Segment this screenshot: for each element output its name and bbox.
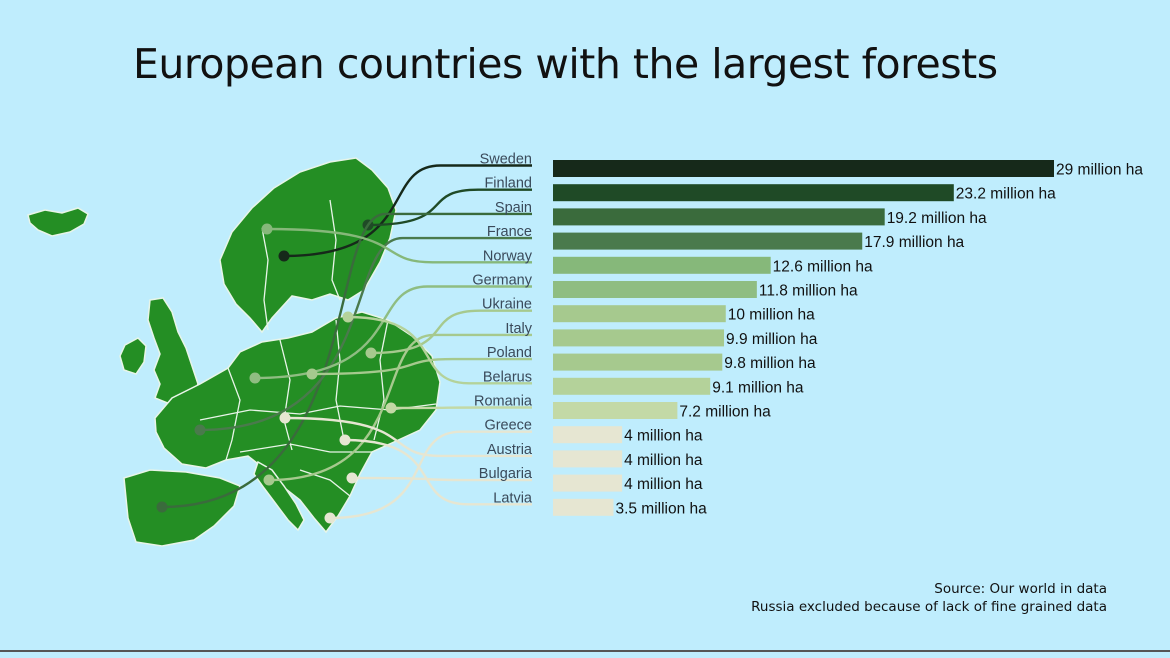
connector-romania <box>390 406 532 410</box>
map-dot-ukraine <box>365 347 377 359</box>
value-label-latvia: 3.5 million ha <box>615 500 707 517</box>
country-label-belarus: Belarus <box>483 369 532 385</box>
bar-greece <box>553 426 623 444</box>
map-border-9 <box>299 469 351 497</box>
connector-greece <box>329 430 532 520</box>
map-dot-latvia <box>339 434 351 446</box>
country-label-ukraine: Ukraine <box>482 297 532 313</box>
connector-norway <box>266 227 532 264</box>
connector-ukraine <box>370 309 532 355</box>
map-border-3 <box>225 367 241 461</box>
value-label-norway: 12.6 million ha <box>773 258 873 275</box>
connector-spain <box>161 212 532 509</box>
map-dot-greece <box>324 512 336 524</box>
connector-finland <box>367 188 532 227</box>
bar-spain <box>553 208 885 226</box>
value-label-sweden: 29 million ha <box>1056 162 1143 179</box>
connector-latvia <box>344 438 532 506</box>
value-label-france: 17.9 million ha <box>864 234 964 251</box>
map-dot-germany <box>249 372 261 384</box>
map-iberia <box>123 469 241 547</box>
connector-italy <box>268 333 532 482</box>
connector-france <box>199 236 532 432</box>
map-scandinavia <box>219 157 397 334</box>
country-label-bulgaria: Bulgaria <box>479 466 533 482</box>
bar-poland <box>553 353 723 371</box>
map-dot-romania <box>385 402 397 414</box>
map-dot-poland <box>306 368 318 380</box>
map-border-2 <box>329 199 341 301</box>
map-dot-norway <box>261 223 273 235</box>
europe-map <box>27 157 441 547</box>
connector-lines <box>156 164 532 524</box>
map-iceland <box>27 207 89 237</box>
bar-finland <box>553 184 954 202</box>
country-label-italy: Italy <box>505 321 532 337</box>
chart-title: European countries with the largest fore… <box>133 40 998 88</box>
value-label-germany: 11.8 million ha <box>759 283 858 300</box>
map-dot-italy <box>263 474 275 486</box>
country-label-norway: Norway <box>483 248 533 264</box>
map-mainland <box>154 311 441 534</box>
map-dot-bulgaria <box>346 472 358 484</box>
country-label-spain: Spain <box>495 200 532 216</box>
value-label-romania: 7.2 million ha <box>679 404 771 421</box>
map-dot-spain <box>156 501 168 513</box>
country-label-austria: Austria <box>487 442 533 458</box>
bar-austria <box>553 450 623 468</box>
bar-belarus <box>553 377 711 395</box>
bar-italy <box>553 329 725 347</box>
value-label-bulgaria: 4 million ha <box>624 476 703 493</box>
bar-france <box>553 232 863 250</box>
bar-group: Sweden 29 million ha Finland 23.2 million h… <box>472 152 1143 518</box>
country-label-poland: Poland <box>487 345 532 361</box>
bar-latvia <box>553 498 614 516</box>
map-border-8 <box>239 443 372 453</box>
bar-romania <box>553 402 678 419</box>
bottom-divider <box>0 650 1170 652</box>
source-note: Source: Our world in data Russia exclude… <box>751 580 1107 616</box>
value-label-poland: 9.8 million ha <box>724 355 816 372</box>
country-label-latvia: Latvia <box>493 490 533 506</box>
country-label-finland: Finland <box>484 176 532 192</box>
map-ireland <box>119 337 147 375</box>
value-label-finland: 23.2 million ha <box>956 186 1056 203</box>
map-dot-sweden <box>278 250 290 262</box>
map-dot-france <box>194 424 206 436</box>
country-label-france: France <box>487 224 532 240</box>
bar-ukraine <box>553 305 726 323</box>
value-label-greece: 4 million ha <box>624 428 703 445</box>
map-dot-belarus <box>342 311 354 323</box>
country-label-romania: Romania <box>474 394 533 410</box>
connector-poland <box>311 357 532 376</box>
value-label-italy: 9.9 million ha <box>726 331 818 348</box>
map-dot-austria <box>279 412 291 424</box>
bar-sweden <box>553 160 1054 177</box>
source-line: Source: Our world in data <box>934 581 1107 597</box>
connector-belarus <box>347 315 532 385</box>
value-label-ukraine: 10 million ha <box>728 307 815 324</box>
exclusion-note: Russia excluded because of lack of fine … <box>751 599 1107 615</box>
country-label-germany: Germany <box>472 273 532 289</box>
bar-norway <box>553 256 771 274</box>
country-label-sweden: Sweden <box>480 152 532 168</box>
value-label-spain: 19.2 million ha <box>887 210 987 227</box>
map-border-4 <box>279 339 293 451</box>
connector-sweden <box>283 164 532 258</box>
connector-austria <box>284 416 532 458</box>
value-label-austria: 4 million ha <box>624 452 703 469</box>
country-label-greece: Greece <box>484 418 532 434</box>
value-label-belarus: 9.1 million ha <box>712 379 804 396</box>
bar-germany <box>553 281 757 298</box>
map-border-6 <box>373 319 389 441</box>
bar-bulgaria <box>553 474 623 492</box>
map-border-1 <box>261 227 269 331</box>
